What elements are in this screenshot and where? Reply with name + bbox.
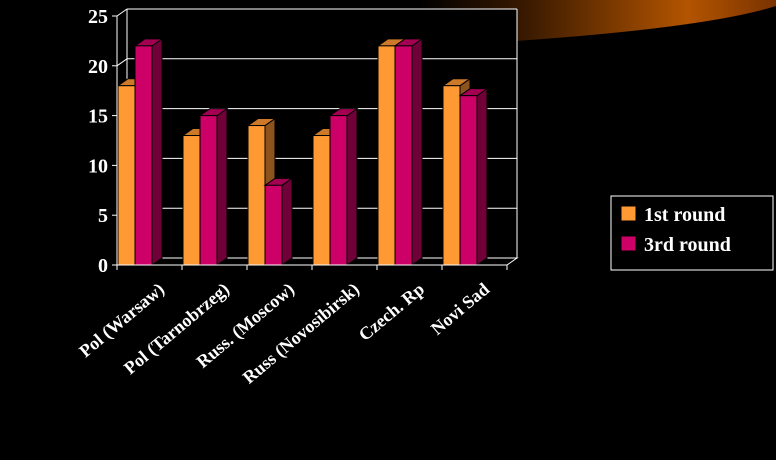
y-tick-label: 5 (98, 205, 108, 227)
bar-side (281, 177, 293, 266)
bar-side (216, 107, 228, 266)
legend-swatch (620, 205, 637, 222)
bar-side (151, 37, 163, 266)
x-tick-label: Czech. Rp (355, 279, 428, 345)
legend-label: 1st round (644, 204, 725, 226)
bar-side (346, 107, 358, 266)
legend-box (610, 195, 774, 271)
y-tick-label: 15 (88, 106, 108, 128)
bar (134, 45, 153, 266)
y-tick-label: 25 (88, 6, 108, 28)
bar (312, 135, 331, 266)
bar (182, 135, 201, 266)
x-tick-label: Novi Sad (427, 279, 493, 339)
legend-label: 3rd round (644, 234, 731, 256)
bar-side (411, 37, 423, 266)
bar (394, 45, 413, 266)
y-tick-label: 10 (88, 155, 108, 177)
bar (459, 95, 478, 266)
y-tick-label: 20 (88, 56, 108, 78)
bar-side (476, 87, 488, 266)
bar (442, 85, 461, 266)
bar (247, 125, 266, 266)
bar (329, 115, 348, 266)
bar (199, 115, 218, 266)
bar (117, 85, 136, 266)
gridline-side (116, 58, 128, 67)
bar (377, 45, 396, 266)
bar (264, 184, 283, 266)
y-tick-label: 0 (98, 255, 108, 277)
legend-swatch (620, 235, 637, 252)
x-tick-label: Russ (Novosibirsk) (239, 279, 364, 389)
gridline-side (116, 8, 128, 17)
